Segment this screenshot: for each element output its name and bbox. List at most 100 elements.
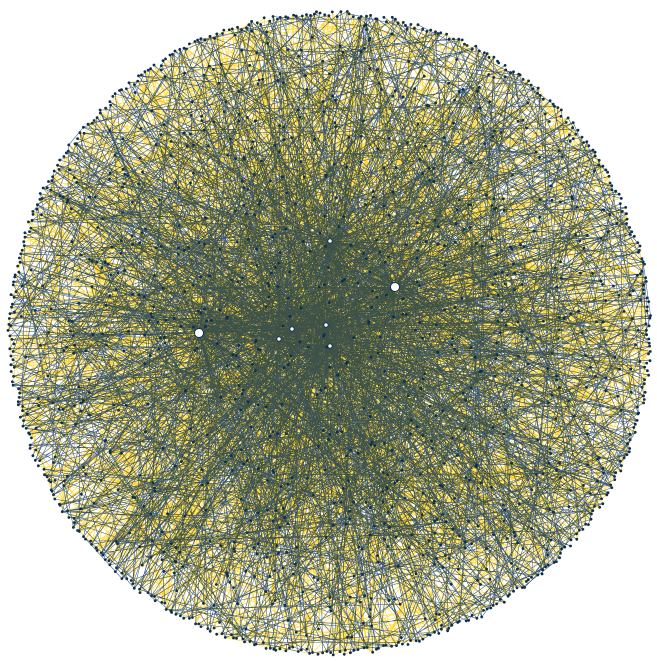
graph-node — [357, 545, 361, 549]
graph-node — [600, 497, 603, 501]
graph-node — [121, 167, 125, 171]
graph-node — [409, 418, 413, 422]
graph-node — [418, 639, 421, 643]
graph-node — [643, 390, 647, 394]
graph-node — [475, 463, 479, 467]
graph-node — [629, 367, 632, 371]
graph-node — [315, 10, 318, 14]
graph-node — [482, 609, 485, 612]
graph-node — [256, 542, 260, 546]
graph-node — [250, 29, 254, 33]
graph-node — [112, 403, 116, 407]
graph-node — [78, 131, 82, 135]
graph-node — [62, 349, 66, 352]
graph-node — [390, 644, 393, 648]
graph-node — [244, 627, 248, 631]
graph-node — [237, 364, 240, 368]
graph-node — [119, 239, 123, 243]
graph-node — [24, 355, 27, 359]
graph-node — [504, 324, 508, 327]
graph-node — [100, 266, 104, 269]
graph-node — [64, 151, 68, 155]
graph-node — [545, 548, 549, 552]
graph-node — [409, 639, 412, 642]
graph-node — [76, 529, 79, 532]
graph-node — [250, 146, 253, 150]
graph-node — [584, 354, 588, 358]
graph-node — [264, 305, 268, 309]
graph-node — [345, 10, 349, 13]
graph-node — [279, 485, 283, 489]
graph-node — [615, 222, 619, 226]
graph-node — [12, 280, 16, 284]
graph-node — [382, 166, 386, 170]
graph-node — [132, 586, 136, 590]
graph-node — [473, 355, 477, 359]
graph-node — [246, 400, 250, 404]
graph-node — [291, 645, 295, 649]
graph-node — [453, 98, 457, 102]
graph-node — [305, 477, 309, 480]
graph-node — [341, 279, 344, 283]
graph-node — [618, 367, 621, 371]
graph-node — [550, 352, 554, 355]
graph-node — [557, 149, 561, 153]
graph-node — [169, 542, 173, 545]
graph-node — [40, 197, 44, 200]
graph-node — [212, 120, 216, 124]
graph-node — [495, 341, 499, 345]
graph-node — [458, 534, 461, 538]
graph-node — [384, 395, 387, 399]
graph-node — [398, 602, 402, 606]
graph-node — [256, 403, 260, 406]
graph-node — [614, 189, 618, 193]
graph-node — [628, 233, 632, 236]
graph-node — [647, 300, 651, 304]
graph-node — [253, 643, 256, 647]
graph-node — [555, 378, 559, 382]
graph-node — [608, 213, 612, 217]
graph-node — [404, 312, 408, 316]
graph-node — [14, 290, 18, 293]
graph-node — [485, 607, 489, 611]
graph-node — [333, 121, 337, 125]
graph-node — [84, 472, 87, 476]
graph-node — [574, 233, 577, 237]
graph-node — [390, 449, 394, 452]
graph-node — [57, 168, 61, 171]
graph-node — [598, 505, 602, 509]
graph-node — [47, 479, 51, 482]
graph-node — [133, 496, 137, 499]
graph-node — [433, 531, 437, 535]
graph-node — [569, 538, 573, 542]
graph-node — [362, 646, 366, 650]
graph-node — [441, 409, 445, 413]
graph-node — [323, 468, 327, 472]
graph-node — [196, 38, 200, 42]
graph-node — [645, 333, 648, 337]
graph-node — [610, 184, 614, 188]
graph-node — [249, 425, 253, 429]
graph-node — [230, 278, 234, 282]
graph-node — [233, 550, 237, 553]
graph-node — [244, 508, 248, 512]
graph-node — [618, 202, 622, 206]
graph-node — [549, 452, 552, 455]
graph-node — [106, 263, 110, 266]
graph-node — [310, 35, 314, 39]
graph-node — [273, 569, 276, 573]
graph-node — [460, 38, 464, 42]
graph-node — [470, 614, 474, 617]
graph-node — [105, 343, 108, 347]
graph-node — [268, 19, 272, 23]
graph-node — [257, 78, 261, 82]
graph-node — [455, 58, 458, 61]
graph-node — [62, 155, 66, 158]
graph-node — [215, 342, 219, 345]
graph-node — [510, 247, 514, 251]
graph-node — [574, 132, 578, 136]
graph-node — [160, 601, 164, 604]
graph-node — [536, 438, 539, 442]
graph-node — [625, 217, 629, 221]
graph-node — [337, 225, 341, 229]
